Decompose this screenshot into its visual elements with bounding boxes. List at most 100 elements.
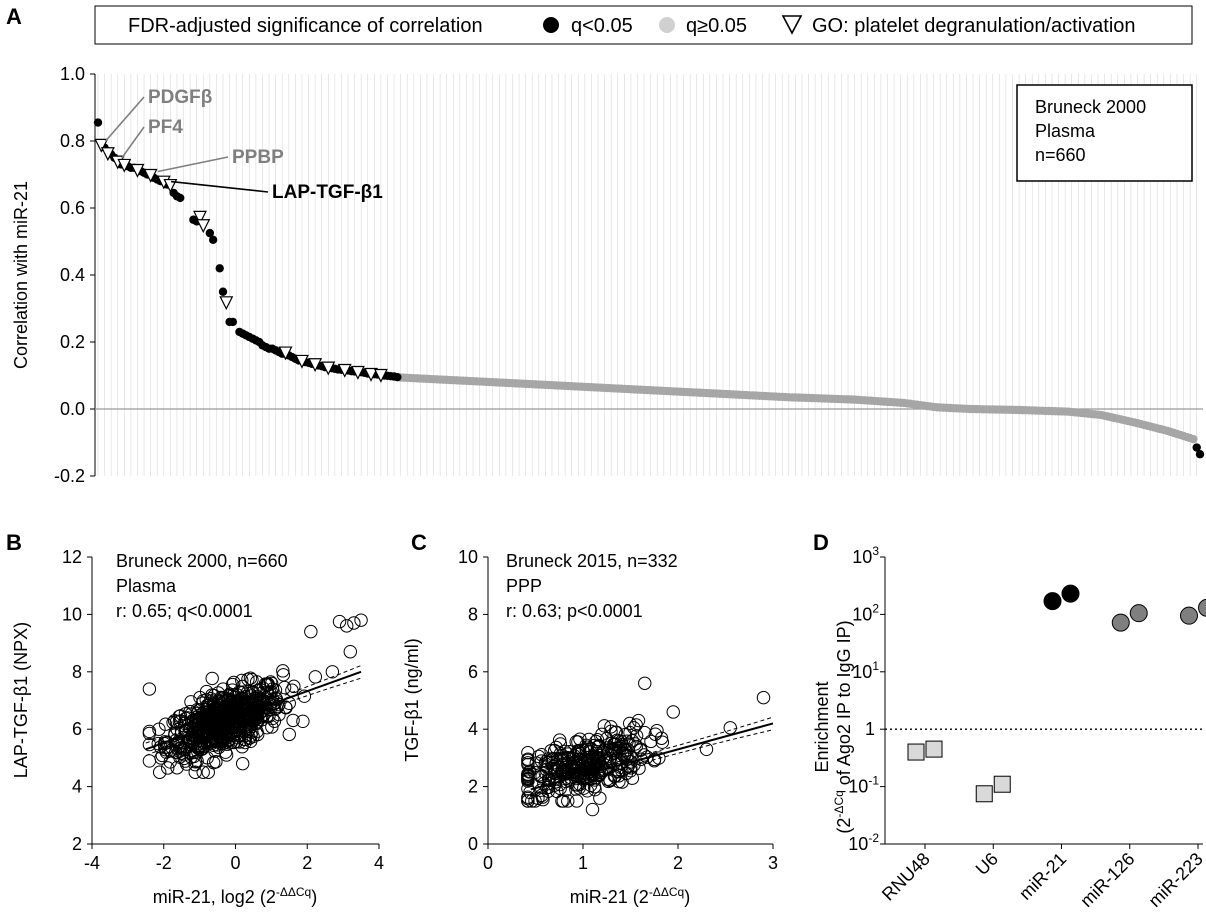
panel-a-infobox: Bruneck 2000 Plasma n=660 bbox=[1016, 84, 1193, 182]
data-point bbox=[521, 756, 535, 770]
data-point bbox=[571, 744, 585, 758]
panel-d-y-axis-label-2-pre: (2 bbox=[834, 818, 854, 834]
data-point bbox=[534, 783, 548, 797]
data-point bbox=[555, 794, 569, 808]
data-point bbox=[208, 732, 222, 747]
data-point bbox=[624, 755, 638, 769]
go-point bbox=[219, 296, 234, 311]
legend-sig-label: q<0.05 bbox=[571, 15, 633, 37]
data-point bbox=[186, 713, 200, 727]
data-point bbox=[297, 689, 312, 703]
confidence-band bbox=[530, 716, 774, 784]
data-point bbox=[206, 700, 221, 714]
data-point bbox=[603, 751, 617, 766]
data-point bbox=[582, 732, 596, 747]
data-point bbox=[521, 791, 535, 806]
annotation-label: LAP-TGF-β1 bbox=[272, 182, 383, 203]
go-point bbox=[130, 163, 145, 178]
panel-c-y-axis-label: TGF-β1 (ng/ml) bbox=[402, 638, 422, 761]
sig-point bbox=[218, 287, 228, 296]
data-point bbox=[172, 739, 186, 753]
x-tick-label: 0 bbox=[483, 853, 493, 873]
data-point bbox=[188, 757, 202, 772]
data-point bbox=[354, 613, 368, 627]
x-tick-label: 4 bbox=[374, 853, 384, 873]
data-point bbox=[588, 749, 602, 763]
data-point bbox=[243, 671, 258, 685]
data-point bbox=[593, 791, 607, 805]
y-tick-label: 0.6 bbox=[60, 198, 85, 218]
data-point bbox=[158, 735, 172, 749]
panel-b-y-axis-label: LAP-TGF-β1 (NPX) bbox=[11, 622, 31, 778]
y-tick-label: 0.4 bbox=[60, 265, 85, 285]
annotation-label: PDGFβ bbox=[148, 87, 212, 108]
data-point bbox=[244, 709, 258, 724]
data-point bbox=[340, 619, 354, 633]
panel-a-annotations: PDGFβ PF4 PPBP LAP-TGF-β1 bbox=[104, 87, 383, 203]
data-point bbox=[583, 771, 597, 785]
go-point bbox=[321, 361, 336, 376]
data-point bbox=[555, 749, 569, 763]
data-point bbox=[347, 616, 361, 630]
data-point bbox=[308, 670, 323, 684]
panel-c-annotation-line-1: Bruneck 2015, n=332 bbox=[506, 551, 678, 571]
data-point bbox=[561, 794, 575, 808]
data-point bbox=[550, 772, 565, 786]
data-point bbox=[521, 752, 535, 766]
data-point bbox=[276, 664, 290, 678]
y-tick-exponent: -1 bbox=[868, 774, 879, 788]
panel-c-x-axis-label-sup: -ΔΔCq bbox=[649, 885, 684, 899]
y-tick-label: 0.0 bbox=[60, 399, 85, 419]
go-point bbox=[294, 354, 309, 369]
sig-point bbox=[1195, 450, 1205, 459]
panel-b-x-axis-label-sup: -ΔΔCq bbox=[276, 885, 311, 899]
data-point bbox=[629, 739, 643, 754]
data-point bbox=[263, 702, 277, 717]
sig-point bbox=[93, 118, 103, 127]
data-point bbox=[521, 772, 535, 787]
data-point bbox=[304, 624, 318, 639]
data-point bbox=[191, 740, 205, 755]
panel-c-plot: 0 2 4 6 8 10 0 1 2 3 bbox=[458, 547, 778, 873]
go-point bbox=[94, 138, 109, 153]
annotation-leader bbox=[104, 96, 145, 142]
panel-label-c: C bbox=[411, 530, 427, 555]
y-tick-label: 2 bbox=[468, 777, 478, 797]
x-tick-label: miR-126 bbox=[1076, 849, 1138, 911]
data-point bbox=[585, 802, 600, 817]
y-tick-label: 1.0 bbox=[60, 64, 85, 84]
panel-b-annotation-line-3: r: 0.65; q<0.0001 bbox=[116, 601, 253, 621]
data-point bbox=[229, 719, 244, 733]
y-tick-base: 1 bbox=[865, 719, 875, 739]
data-point bbox=[177, 751, 191, 766]
data-point bbox=[246, 685, 260, 699]
sig-point bbox=[215, 264, 224, 273]
panel-b-x-axis-label: miR-21, log2 (2-ΔΔCq) bbox=[153, 885, 317, 907]
y-tick-label: 0.8 bbox=[60, 131, 85, 151]
data-point bbox=[343, 645, 357, 659]
panel-c-annotation-line-3: r: 0.63; p<0.0001 bbox=[506, 601, 643, 621]
data-point bbox=[592, 768, 607, 782]
legend-go-label: GO: platelet degranulation/activation bbox=[812, 15, 1136, 37]
y-tick-base: 10 bbox=[852, 547, 872, 567]
confidence-band bbox=[530, 729, 774, 797]
data-point bbox=[160, 761, 175, 775]
y-tick-exponent: -2 bbox=[868, 831, 879, 845]
data-point bbox=[177, 748, 191, 762]
legend-nonsig-label: q≥0.05 bbox=[686, 15, 747, 37]
y-tick-base: 10 bbox=[852, 662, 872, 682]
y-tick-label: 102 bbox=[852, 601, 879, 624]
data-point bbox=[580, 784, 594, 798]
data-point bbox=[219, 748, 234, 762]
go-point bbox=[308, 358, 323, 373]
panel-b-annotation-line-1: Bruneck 2000, n=660 bbox=[116, 551, 288, 571]
data-point bbox=[198, 716, 213, 730]
y-tick-base: 10 bbox=[848, 777, 868, 797]
fit-line bbox=[530, 722, 774, 791]
data-point bbox=[142, 737, 157, 752]
y-tick-label: 101 bbox=[852, 659, 879, 682]
y-tick-label: 10 bbox=[62, 604, 82, 624]
go-point bbox=[337, 363, 352, 378]
data-point bbox=[622, 736, 636, 750]
